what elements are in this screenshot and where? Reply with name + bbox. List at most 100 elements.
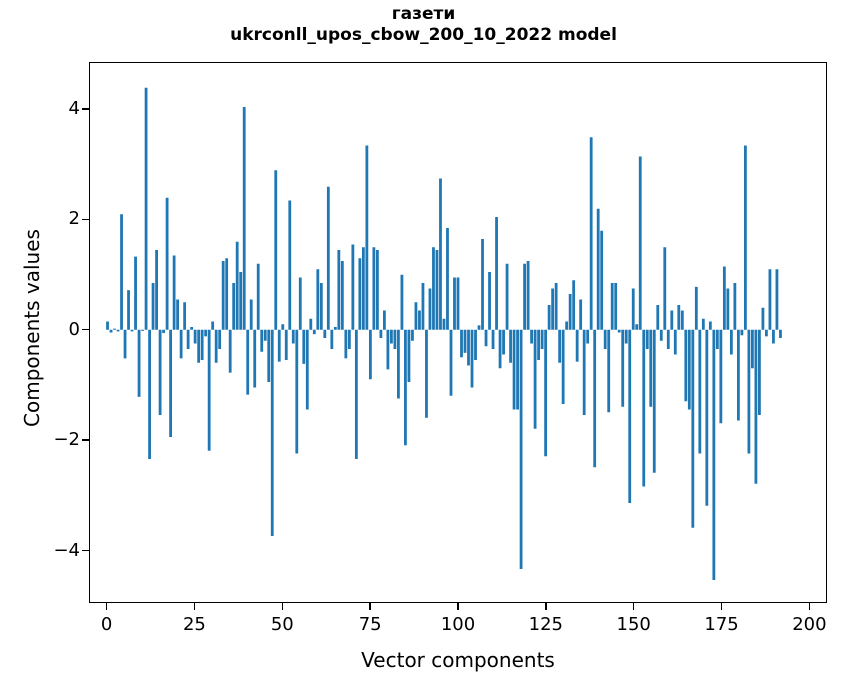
bar bbox=[484, 329, 488, 347]
bar bbox=[130, 329, 134, 332]
bar bbox=[453, 277, 456, 330]
bar bbox=[600, 230, 604, 330]
bar bbox=[729, 329, 733, 355]
x-tick-mark bbox=[193, 603, 196, 610]
bar bbox=[477, 325, 481, 330]
bar bbox=[628, 329, 632, 503]
bar bbox=[758, 329, 761, 416]
bar bbox=[554, 283, 558, 330]
bar bbox=[253, 329, 257, 388]
y-tick-mark bbox=[82, 218, 89, 221]
y-tick-mark bbox=[82, 549, 89, 552]
bar bbox=[603, 329, 607, 349]
bar bbox=[673, 329, 677, 355]
bar bbox=[687, 329, 691, 410]
bar bbox=[691, 329, 695, 528]
bar bbox=[337, 249, 341, 330]
y-tick-label: 2 bbox=[68, 208, 80, 230]
bar bbox=[519, 329, 523, 570]
bar bbox=[502, 329, 505, 355]
bar bbox=[186, 329, 190, 349]
bar bbox=[256, 263, 260, 330]
bar bbox=[624, 329, 628, 344]
bar bbox=[379, 329, 383, 338]
x-tick-label: 175 bbox=[704, 614, 739, 635]
bar bbox=[579, 299, 583, 330]
bar bbox=[323, 329, 327, 338]
bar bbox=[421, 283, 425, 330]
bar bbox=[137, 329, 141, 397]
chart-title: газети bbox=[391, 4, 456, 24]
bar bbox=[400, 274, 404, 330]
x-tick-label: 75 bbox=[358, 614, 382, 635]
bar bbox=[642, 329, 646, 487]
bar bbox=[176, 299, 180, 330]
bar bbox=[558, 329, 562, 363]
bar bbox=[726, 288, 730, 330]
bar bbox=[183, 302, 187, 330]
bar bbox=[523, 263, 526, 330]
bar bbox=[617, 329, 621, 333]
bar bbox=[361, 247, 365, 330]
x-axis-label: Vector components bbox=[361, 648, 555, 672]
bar bbox=[772, 329, 775, 344]
bar bbox=[312, 329, 316, 335]
bar bbox=[158, 329, 162, 416]
y-tick-label: 4 bbox=[68, 97, 80, 119]
bar bbox=[288, 200, 292, 330]
bar bbox=[200, 329, 204, 360]
bar bbox=[610, 283, 614, 330]
bar bbox=[589, 137, 593, 330]
bar bbox=[214, 329, 218, 363]
bar bbox=[316, 269, 320, 330]
bar bbox=[474, 329, 477, 360]
y-tick-mark bbox=[82, 329, 89, 331]
bar bbox=[649, 329, 653, 407]
bar bbox=[442, 318, 446, 330]
x-tick-label: 25 bbox=[182, 614, 206, 635]
bar bbox=[715, 329, 719, 349]
bar bbox=[375, 249, 379, 330]
bar bbox=[747, 329, 751, 454]
bar bbox=[207, 329, 211, 451]
bar bbox=[463, 329, 467, 353]
bar bbox=[680, 310, 684, 330]
bar bbox=[267, 329, 271, 382]
bar bbox=[684, 329, 688, 402]
x-tick-label: 0 bbox=[100, 614, 113, 635]
bar bbox=[393, 329, 397, 349]
bar bbox=[456, 277, 460, 330]
bar bbox=[428, 288, 432, 330]
x-tick-label: 50 bbox=[270, 614, 294, 635]
bar bbox=[740, 329, 744, 336]
bar bbox=[127, 290, 130, 330]
y-axis-label: Components values bbox=[20, 229, 44, 427]
bar bbox=[358, 258, 362, 330]
bar bbox=[565, 321, 569, 330]
bar bbox=[407, 329, 411, 382]
bar bbox=[666, 329, 670, 349]
bar bbox=[750, 329, 754, 369]
bar bbox=[645, 329, 649, 349]
x-tick-mark bbox=[545, 603, 547, 610]
y-tick-label: −2 bbox=[53, 429, 80, 451]
bar bbox=[586, 329, 590, 344]
bar bbox=[435, 249, 439, 330]
bar bbox=[572, 280, 576, 330]
bar bbox=[344, 329, 348, 359]
bar bbox=[631, 288, 635, 330]
chart-subtitle: ukrconll_upos_cbow_200_10_2022 model bbox=[230, 25, 617, 45]
bar bbox=[663, 247, 667, 330]
bar bbox=[368, 329, 372, 380]
bar bbox=[347, 329, 351, 349]
bar bbox=[701, 318, 705, 330]
bars-svg bbox=[106, 87, 782, 581]
bar bbox=[768, 269, 772, 330]
bar bbox=[505, 263, 509, 330]
x-tick-label: 125 bbox=[528, 614, 564, 635]
bar bbox=[291, 329, 295, 344]
bar bbox=[319, 283, 323, 330]
bar bbox=[561, 329, 565, 405]
bar bbox=[743, 145, 747, 330]
